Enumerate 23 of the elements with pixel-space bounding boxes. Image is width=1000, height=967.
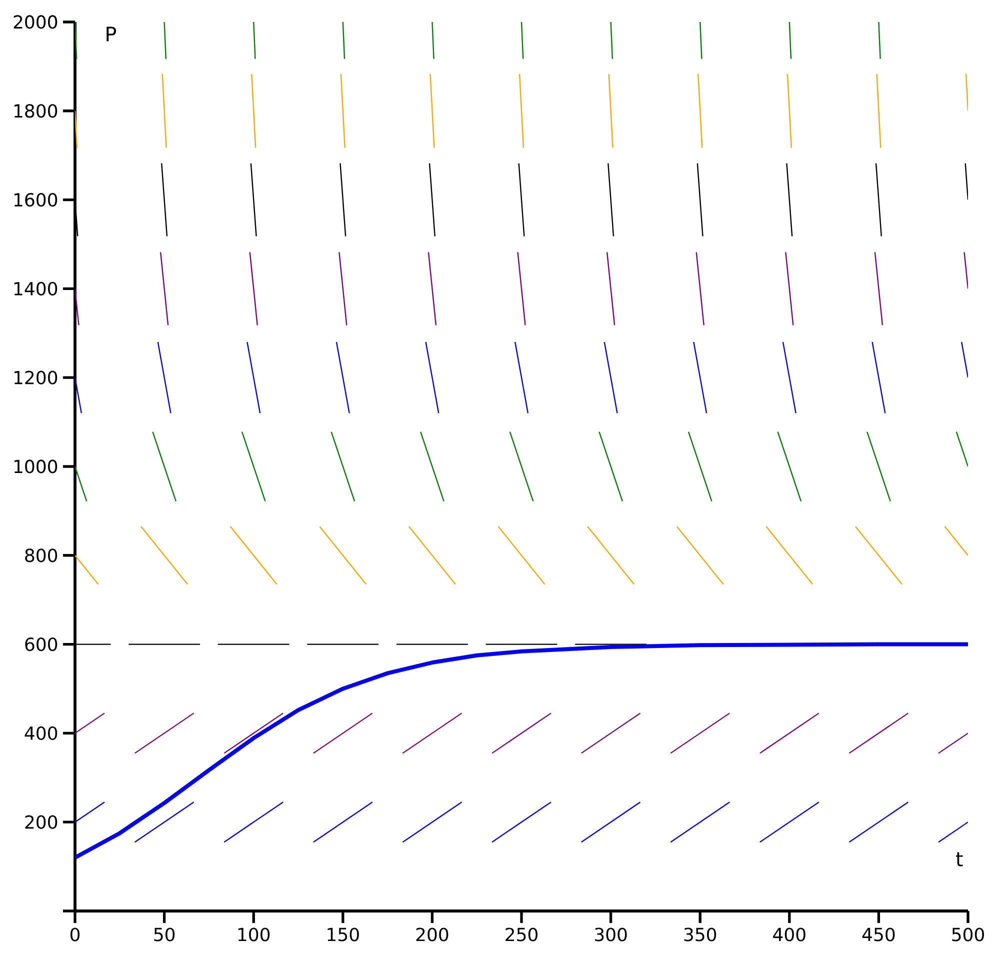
x-tick-label: 250 (506, 928, 538, 942)
y-tick-label: 1800 (14, 104, 58, 118)
y-tick-label: 200 (25, 815, 58, 829)
x-axis-title: t (956, 852, 963, 866)
x-tick-label: 450 (862, 928, 895, 942)
x-tick-label: 300 (595, 928, 627, 942)
x-tick-label: 0 (70, 928, 80, 942)
y-tick-label: 1000 (14, 460, 58, 474)
x-tick-label: 50 (154, 928, 175, 942)
x-tick-label: 350 (684, 928, 716, 942)
x-tick-label: 100 (238, 928, 270, 942)
x-tick-label: 150 (328, 928, 359, 942)
x-tick-label: 200 (416, 928, 448, 942)
y-tick-label: 2000 (14, 15, 58, 29)
y-axis-title: P (106, 26, 116, 42)
x-tick-label: 500 (952, 928, 984, 942)
y-tick-label: 400 (24, 726, 58, 740)
y-tick-label: 1600 (14, 192, 58, 207)
y-tick-label: 800 (25, 548, 58, 562)
x-tick-label: 400 (773, 928, 806, 942)
y-tick-label: 600 (25, 637, 58, 652)
y-tick-label: 1400 (14, 282, 58, 296)
y-tick-label: 1200 (14, 370, 58, 384)
